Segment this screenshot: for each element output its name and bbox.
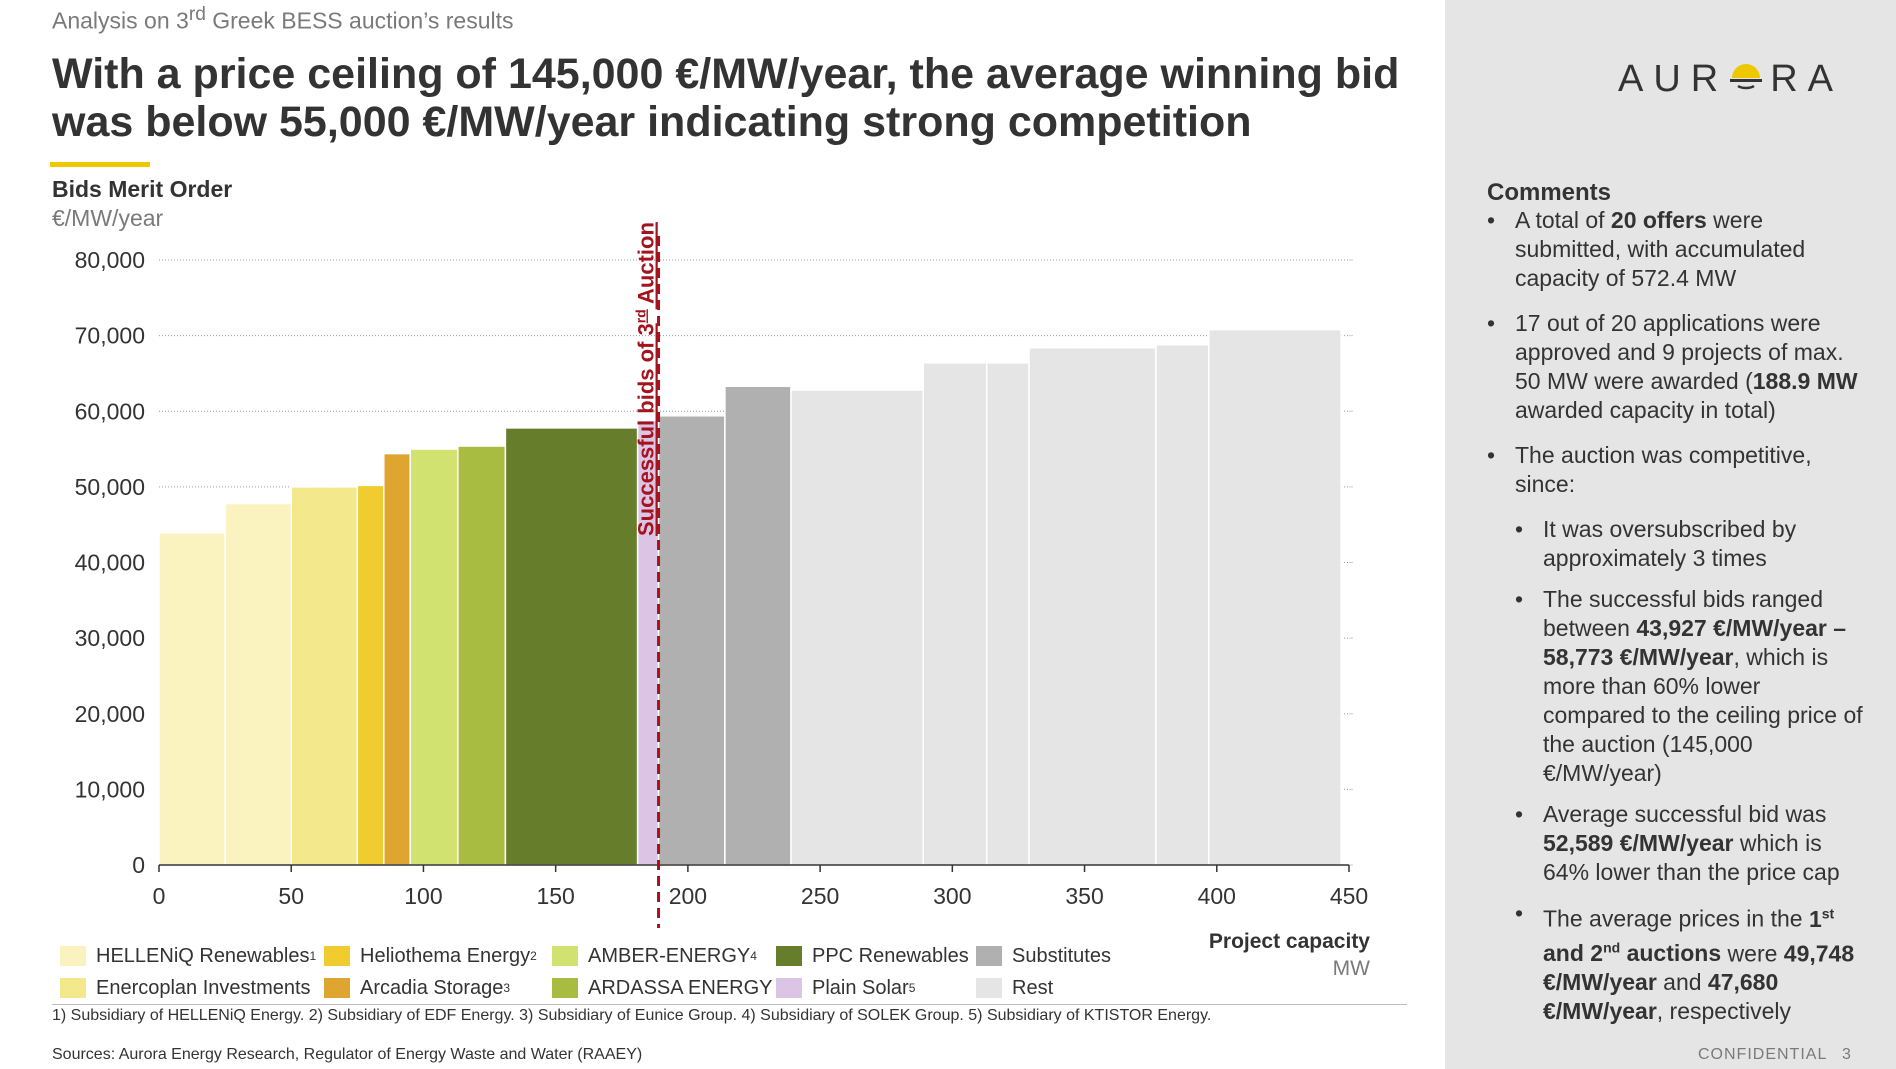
y-tick-label: 30,000 xyxy=(75,625,145,651)
legend-label: AMBER-ENERGY xyxy=(588,944,751,967)
chart-bar xyxy=(1155,343,1210,866)
y-tick-label: 60,000 xyxy=(75,398,145,424)
comments-list: A total of 20 offers were submitted, wit… xyxy=(1487,206,1867,1038)
legend-item: Arcadia Storage 3 xyxy=(324,976,552,1000)
legend-label: ARDASSA ENERGY xyxy=(588,976,773,999)
x-tick-label: 400 xyxy=(1198,883,1236,909)
legend-label: Arcadia Storage xyxy=(360,976,504,999)
title-underline xyxy=(50,162,150,167)
footnote: 1) Subsidiary of HELLENiQ Energy. 2) Sub… xyxy=(52,1007,1212,1024)
legend-item: Enercoplan Investments xyxy=(60,976,324,1000)
y-tick-label: 20,000 xyxy=(75,701,145,727)
legend-swatch xyxy=(60,946,86,966)
y-tick-label: 0 xyxy=(132,852,145,878)
chart-legend: HELLENiQ Renewables 1 Heliothema Energy 2 AM… xyxy=(60,944,1126,1000)
chart-bar xyxy=(457,445,507,866)
chart-bar xyxy=(224,502,292,866)
legend-footnote-marker: 1 xyxy=(309,949,317,963)
chart-bar xyxy=(1208,328,1342,866)
sources: Sources: Aurora Energy Research, Regulat… xyxy=(52,1046,643,1063)
x-tick-label: 100 xyxy=(404,883,442,909)
legend-swatch xyxy=(552,978,578,998)
legend-footnote-marker: 2 xyxy=(530,949,537,963)
legend-swatch xyxy=(776,946,802,966)
legend-footnote-marker: 5 xyxy=(908,981,916,995)
cutoff-label: Successful bids of 3rd Auction xyxy=(633,222,659,536)
aurora-logo: AUR RA xyxy=(1618,58,1844,100)
legend-item: ARDASSA ENERGY xyxy=(552,976,776,1000)
merit-order-chart: 0 10,000 20,000 30,000 40,000 50,000 60,000 70,… xyxy=(75,222,1368,928)
x-tick-label: 150 xyxy=(536,883,574,909)
footnote-divider xyxy=(52,1004,1407,1005)
legend-swatch xyxy=(324,978,350,998)
legend-swatch xyxy=(60,978,86,998)
legend-label: Enercoplan Investments xyxy=(96,976,311,999)
comment-competitive: The auction was competitive, since: xyxy=(1487,441,1867,499)
legend-label: Heliothema Energy xyxy=(360,944,531,967)
legend-swatch xyxy=(976,946,1002,966)
chart-bar xyxy=(409,448,459,866)
page-title: With a price ceiling of 145,000 €/MW/yea… xyxy=(52,50,1400,146)
x-tick-label: 350 xyxy=(1065,883,1103,909)
legend-swatch xyxy=(324,946,350,966)
chart-bar xyxy=(790,389,924,866)
comment-oversubscribed: It was oversubscribed by approximately 3… xyxy=(1487,515,1867,573)
legend-footnote-marker: 4 xyxy=(750,949,757,963)
comment-offers: A total of 20 offers were submitted, wit… xyxy=(1487,206,1867,293)
chart-bar xyxy=(504,427,639,866)
legend-item: Plain Solar 5 xyxy=(776,976,976,1000)
legend-item: AMBER-ENERGY 4 xyxy=(552,944,776,968)
y-tick-label: 40,000 xyxy=(75,550,145,576)
legend-item: Substitutes xyxy=(976,944,1126,968)
legend-label: Plain Solar xyxy=(812,976,909,999)
x-tick-label: 300 xyxy=(933,883,971,909)
legend-label: PPC Renewables xyxy=(812,944,969,967)
comment-previous-auctions: The average prices in the 1st and 2nd au… xyxy=(1487,899,1867,1026)
chart-bar xyxy=(724,385,792,866)
legend-label: HELLENiQ Renewables xyxy=(96,944,310,967)
x-axis-title: Project capacity xyxy=(1208,930,1370,953)
legend-item: Heliothema Energy 2 xyxy=(324,944,552,968)
y-tick-label: 70,000 xyxy=(75,323,145,349)
chart-bar xyxy=(158,532,226,866)
chart-bar xyxy=(657,415,726,866)
comment-approved: 17 out of 20 applications were approved … xyxy=(1487,309,1867,425)
legend-item: Rest xyxy=(976,976,1126,1000)
y-tick-label: 10,000 xyxy=(75,776,145,802)
x-tick-label: 250 xyxy=(801,883,839,909)
chart-bar xyxy=(922,362,988,866)
comments-title: Comments xyxy=(1487,179,1612,206)
legend-item: HELLENiQ Renewables 1 xyxy=(60,944,324,968)
page-number: 3 xyxy=(1842,1046,1851,1063)
y-tick-label: 50,000 xyxy=(75,474,145,500)
x-tick-label: 0 xyxy=(153,883,166,909)
chart-title: Bids Merit Order xyxy=(52,176,233,202)
legend-label: Rest xyxy=(1012,976,1054,999)
legend-item: PPC Renewables xyxy=(776,944,976,968)
chart-bar xyxy=(985,362,1030,866)
x-tick-label: 50 xyxy=(278,883,304,909)
chart-bar xyxy=(1028,346,1157,866)
chart-bar xyxy=(290,486,359,866)
sun-icon xyxy=(1730,64,1763,90)
y-axis-unit: €/MW/year xyxy=(52,205,164,231)
legend-swatch xyxy=(976,978,1002,998)
x-tick-label: 450 xyxy=(1330,883,1368,909)
confidential-label: CONFIDENTIAL xyxy=(1698,1046,1828,1063)
supertitle: Analysis on 3rd Greek BESS auction’s res… xyxy=(52,4,514,34)
chart-bar xyxy=(356,484,385,866)
chart-bar xyxy=(383,452,411,866)
legend-swatch xyxy=(552,946,578,966)
comment-bid-range: The successful bids ranged between 43,92… xyxy=(1487,585,1867,788)
y-tick-label: 80,000 xyxy=(75,247,145,273)
x-axis-unit: MW xyxy=(1332,957,1370,980)
x-tick-label: 200 xyxy=(669,883,707,909)
comment-average-bid: Average successful bid was 52,589 €/MW/y… xyxy=(1487,800,1867,887)
legend-swatch xyxy=(776,978,802,998)
legend-label: Substitutes xyxy=(1012,944,1111,967)
legend-footnote-marker: 3 xyxy=(503,981,511,995)
